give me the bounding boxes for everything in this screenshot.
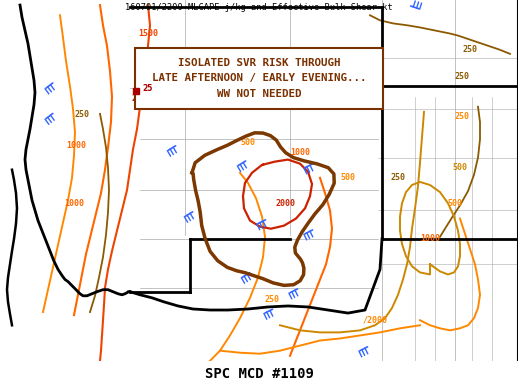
Text: 1000: 1000	[290, 148, 310, 157]
Text: 1000: 1000	[420, 234, 440, 243]
Text: SPC MCD #1109: SPC MCD #1109	[205, 367, 313, 381]
Text: WW NOT NEEDED: WW NOT NEEDED	[217, 88, 301, 99]
Text: 25: 25	[132, 94, 142, 103]
Text: 1000: 1000	[64, 199, 84, 208]
Text: 500: 500	[340, 173, 355, 182]
Text: 500: 500	[240, 138, 255, 147]
Text: 250: 250	[75, 110, 90, 120]
Text: 500: 500	[453, 163, 468, 172]
Text: 160701/2200 MLCAPE j/kg and Effective Bulk Shear kt: 160701/2200 MLCAPE j/kg and Effective Bu…	[125, 3, 393, 12]
Text: 1000: 1000	[66, 141, 86, 150]
Text: LATE AFTERNOON / EARLY EVENING...: LATE AFTERNOON / EARLY EVENING...	[152, 73, 366, 83]
Text: 250: 250	[454, 72, 469, 81]
FancyBboxPatch shape	[135, 48, 383, 109]
Text: 2000: 2000	[275, 199, 295, 208]
Text: /2000: /2000	[363, 316, 387, 325]
Text: 250: 250	[454, 113, 469, 121]
Text: 25: 25	[142, 85, 152, 94]
Text: ISOLATED SVR RISK THROUGH: ISOLATED SVR RISK THROUGH	[178, 58, 340, 68]
Text: 250: 250	[463, 45, 478, 54]
Text: 250: 250	[391, 173, 406, 182]
Text: 500: 500	[448, 199, 463, 208]
Text: 1500: 1500	[138, 29, 158, 38]
Text: 250: 250	[265, 295, 280, 304]
